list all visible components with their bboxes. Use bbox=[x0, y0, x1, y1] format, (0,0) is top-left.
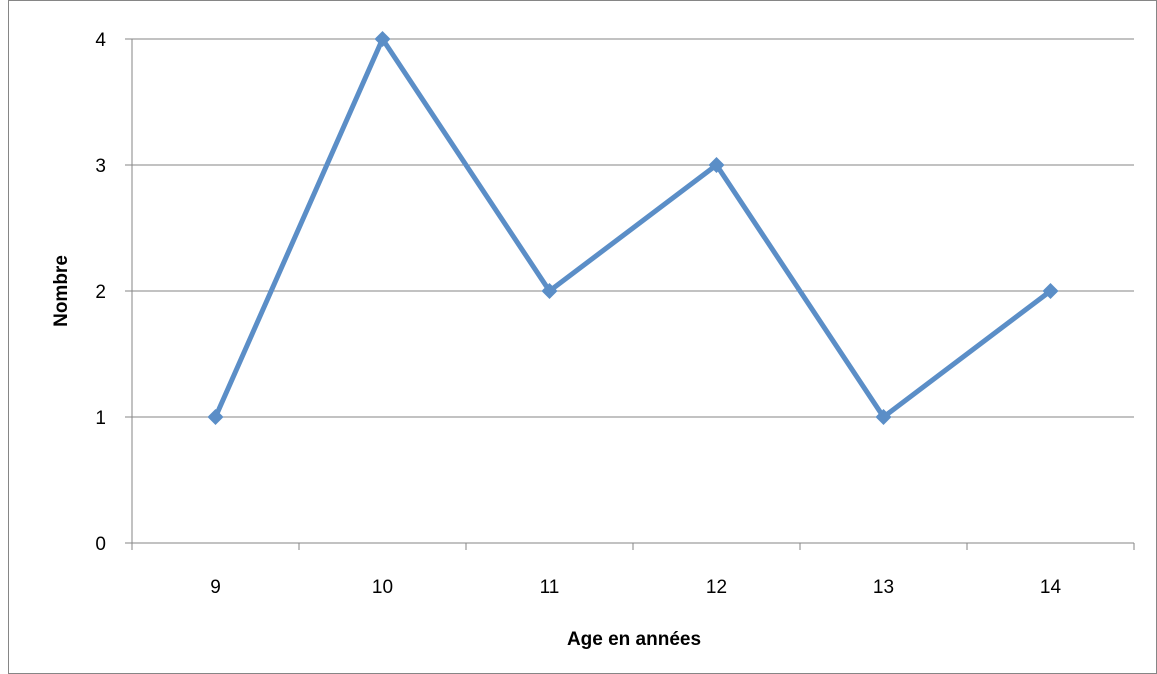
series-layer bbox=[207, 31, 1059, 425]
y-axis-title: Nombre bbox=[51, 255, 72, 327]
chart-frame bbox=[8, 0, 1157, 674]
data-point-marker bbox=[207, 409, 224, 425]
x-tick-label: 13 bbox=[873, 577, 894, 598]
y-tick-label: 3 bbox=[95, 156, 106, 177]
data-point-marker bbox=[541, 283, 558, 299]
x-tick-label: 10 bbox=[372, 577, 393, 598]
y-tick-label: 1 bbox=[95, 408, 106, 429]
series-line bbox=[213, 36, 1053, 420]
x-tick-label: 11 bbox=[540, 577, 560, 598]
x-tick-label: 12 bbox=[706, 577, 727, 598]
x-axis-title: Age en années bbox=[567, 629, 701, 650]
y-axis-tick-labels: 0 1 2 3 4 bbox=[95, 30, 106, 555]
x-axis-tick-labels: 9 10 11 12 13 14 bbox=[210, 577, 1061, 598]
data-point-marker bbox=[1042, 283, 1059, 299]
y-tick-label: 0 bbox=[95, 534, 106, 555]
axes bbox=[125, 39, 1135, 550]
x-tick-label: 9 bbox=[210, 577, 221, 598]
data-point-marker bbox=[875, 409, 892, 425]
data-point-marker bbox=[708, 157, 725, 173]
y-tick-label: 4 bbox=[95, 30, 106, 51]
data-point-marker bbox=[374, 31, 391, 47]
y-tick-label: 2 bbox=[95, 282, 106, 303]
x-tick-label: 14 bbox=[1040, 577, 1062, 598]
gridlines bbox=[125, 38, 1134, 418]
